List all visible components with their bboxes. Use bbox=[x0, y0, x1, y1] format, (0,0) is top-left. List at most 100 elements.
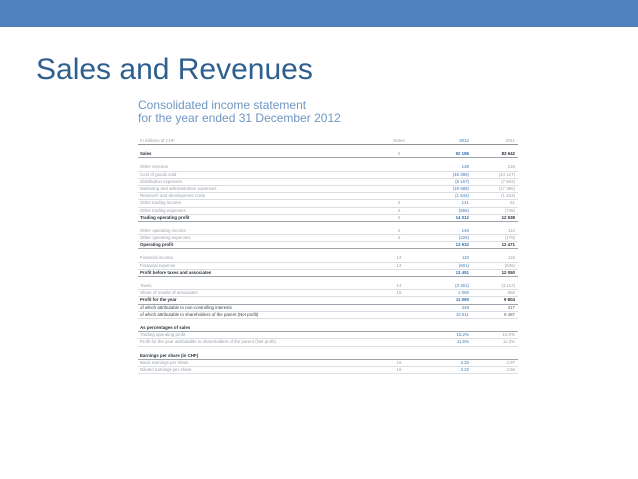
row-label: Taxes bbox=[140, 283, 152, 288]
table-row: Trading operating profit 15.2% 15.0% bbox=[138, 332, 518, 340]
row-label: Profit for the year attributable to shar… bbox=[140, 339, 276, 345]
row-label: of which attributable to shareholders of… bbox=[140, 311, 259, 317]
row-note: 13 bbox=[396, 262, 402, 268]
header-year-2011: 2011 bbox=[505, 138, 515, 143]
row-value-2011: 2.96 bbox=[506, 366, 515, 372]
row-value-2011: 9 487 bbox=[504, 311, 515, 317]
table-row: Diluted earnings per share 16 3.32 2.96 bbox=[138, 366, 518, 375]
row-value-2012: 11.5% bbox=[456, 339, 469, 345]
table-row: Research and development costs (1 544) (… bbox=[138, 193, 518, 201]
header-year-2012: 2012 bbox=[459, 138, 469, 143]
row-value-2012: 3.32 bbox=[460, 366, 469, 372]
row-value-2012: 449 bbox=[461, 304, 469, 310]
row-label: Sales bbox=[140, 151, 152, 157]
row-value-2011: 12 538 bbox=[501, 214, 515, 220]
table-row: Share of results of associates 15 1 060 … bbox=[138, 290, 518, 298]
row-value-2011: 11.3% bbox=[502, 339, 515, 345]
row-value-2012: 1 060 bbox=[458, 290, 469, 296]
row-label: Profit before taxes and associates bbox=[140, 269, 212, 275]
row-value-2011: (536) bbox=[504, 262, 515, 268]
row-note: 15 bbox=[396, 290, 402, 296]
row-value-2011: (44 127) bbox=[498, 171, 515, 177]
table-row: Profit before taxes and associates 13 45… bbox=[138, 270, 518, 277]
row-value-2012: 110 bbox=[462, 255, 469, 261]
row-value-2012: (601) bbox=[458, 262, 469, 268]
row-value-2011: 83 642 bbox=[501, 151, 515, 157]
row-value-2011: (1 423) bbox=[501, 193, 515, 199]
row-value-2011: 112 bbox=[508, 227, 515, 233]
document-title-line-2: for the year ended 31 December 2012 bbox=[138, 111, 341, 125]
table-row: Other trading expenses 4 (656) (736) bbox=[138, 208, 518, 215]
row-value-2011: (179) bbox=[504, 235, 515, 241]
row-label: Financial expense bbox=[140, 262, 176, 268]
table-row: Distribution expenses (8 167) (7 602) bbox=[138, 179, 518, 186]
row-value-2011: 51 bbox=[510, 200, 515, 206]
document-heading: Consolidated income statement for the ye… bbox=[138, 99, 518, 125]
row-note: 14 bbox=[396, 283, 402, 288]
row-note: 4 bbox=[397, 235, 401, 241]
row-value-2012: 3.33 bbox=[460, 359, 469, 365]
table-row: Profit for the year 11 060 9 804 bbox=[138, 297, 518, 305]
row-value-2011: (17 395) bbox=[498, 185, 515, 191]
row-value-2011: 12 050 bbox=[501, 269, 515, 275]
row-value-2012: 10 611 bbox=[455, 311, 469, 317]
row-value-2011: 126 bbox=[507, 164, 515, 170]
row-note: 4 bbox=[397, 200, 401, 206]
row-value-2011: (736) bbox=[504, 207, 515, 213]
row-value-2012: 14 012 bbox=[455, 214, 469, 220]
row-label: Trading operating profit bbox=[140, 332, 186, 338]
row-label: Other operating income bbox=[140, 227, 186, 233]
income-statement-table: In millions of CHF Notes 2012 2011 Sales… bbox=[138, 138, 518, 375]
row-label: Other revenue bbox=[140, 164, 169, 170]
table-row: Cost of goods sold (48 398) (44 127) bbox=[138, 172, 518, 179]
table-row: Operating profit 13 932 12 471 bbox=[138, 242, 518, 250]
row-value-2012: 13 451 bbox=[455, 269, 469, 275]
table-row: Other operating income 4 146 112 bbox=[138, 227, 518, 236]
row-note: 3 bbox=[397, 214, 401, 220]
table-row: Sales 3 92 186 83 642 bbox=[138, 151, 518, 159]
table-row: Financial income 13 110 115 bbox=[138, 255, 518, 263]
row-label: Research and development costs bbox=[140, 193, 206, 199]
row-value-2012: 138 bbox=[461, 164, 469, 170]
row-value-2012: 13 932 bbox=[455, 242, 469, 248]
row-label: of which attributable to non-controlling… bbox=[140, 304, 232, 310]
table-row: Other operating expenses 4 (226) (179) bbox=[138, 235, 518, 243]
row-value-2011: 866 bbox=[507, 290, 515, 296]
row-value-2011: 15.0% bbox=[502, 332, 515, 338]
row-value-2011: 12 471 bbox=[501, 242, 515, 248]
row-label: Trading operating profit bbox=[140, 214, 190, 220]
row-note: 4 bbox=[397, 227, 401, 233]
table-row: Financial expense 13 (601) (536) bbox=[138, 263, 518, 270]
table-row: Basic earnings per share 16 3.33 2.97 bbox=[138, 360, 518, 367]
row-note: 13 bbox=[396, 255, 402, 261]
table-row: Trading operating profit 3 14 012 12 538 bbox=[138, 215, 518, 222]
table-row: of which attributable to non-controlling… bbox=[138, 305, 518, 312]
row-value-2012: 15.2% bbox=[456, 332, 469, 338]
row-label: Marketing and administration expenses bbox=[140, 185, 217, 191]
row-value-2012: (8 167) bbox=[455, 178, 469, 184]
row-note: 16 bbox=[396, 359, 402, 365]
table-row: of which attributable to shareholders of… bbox=[138, 312, 518, 319]
row-value-2011: (3 112) bbox=[501, 283, 515, 288]
row-label: Cost of goods sold bbox=[140, 171, 177, 177]
row-value-2012: (656) bbox=[458, 207, 469, 213]
row-value-2012: (19 688) bbox=[452, 185, 469, 191]
row-value-2012: 146 bbox=[461, 227, 469, 233]
top-accent-bar bbox=[0, 0, 638, 27]
document-title-line-1: Consolidated income statement bbox=[138, 98, 307, 112]
row-value-2011: (7 602) bbox=[501, 178, 515, 184]
row-value-2012: 141 bbox=[461, 200, 469, 206]
row-note: 16 bbox=[396, 366, 402, 372]
table-row: Other trading income 4 141 51 bbox=[138, 200, 518, 208]
row-note: 4 bbox=[397, 207, 401, 213]
row-label: Other trading expenses bbox=[140, 207, 186, 213]
row-value-2012: (3 451) bbox=[455, 283, 469, 288]
row-label: Diluted earnings per share bbox=[140, 366, 192, 372]
row-label: Profit for the year bbox=[140, 297, 177, 303]
row-value-2011: 115 bbox=[508, 255, 515, 261]
header-notes: Notes bbox=[393, 138, 405, 143]
table-row: Profit for the year attributable to shar… bbox=[138, 339, 518, 347]
row-label: Basic earnings per share bbox=[140, 359, 189, 365]
slide-title: Sales and Revenues bbox=[36, 53, 313, 86]
table-row: Marketing and administration expenses (1… bbox=[138, 185, 518, 194]
